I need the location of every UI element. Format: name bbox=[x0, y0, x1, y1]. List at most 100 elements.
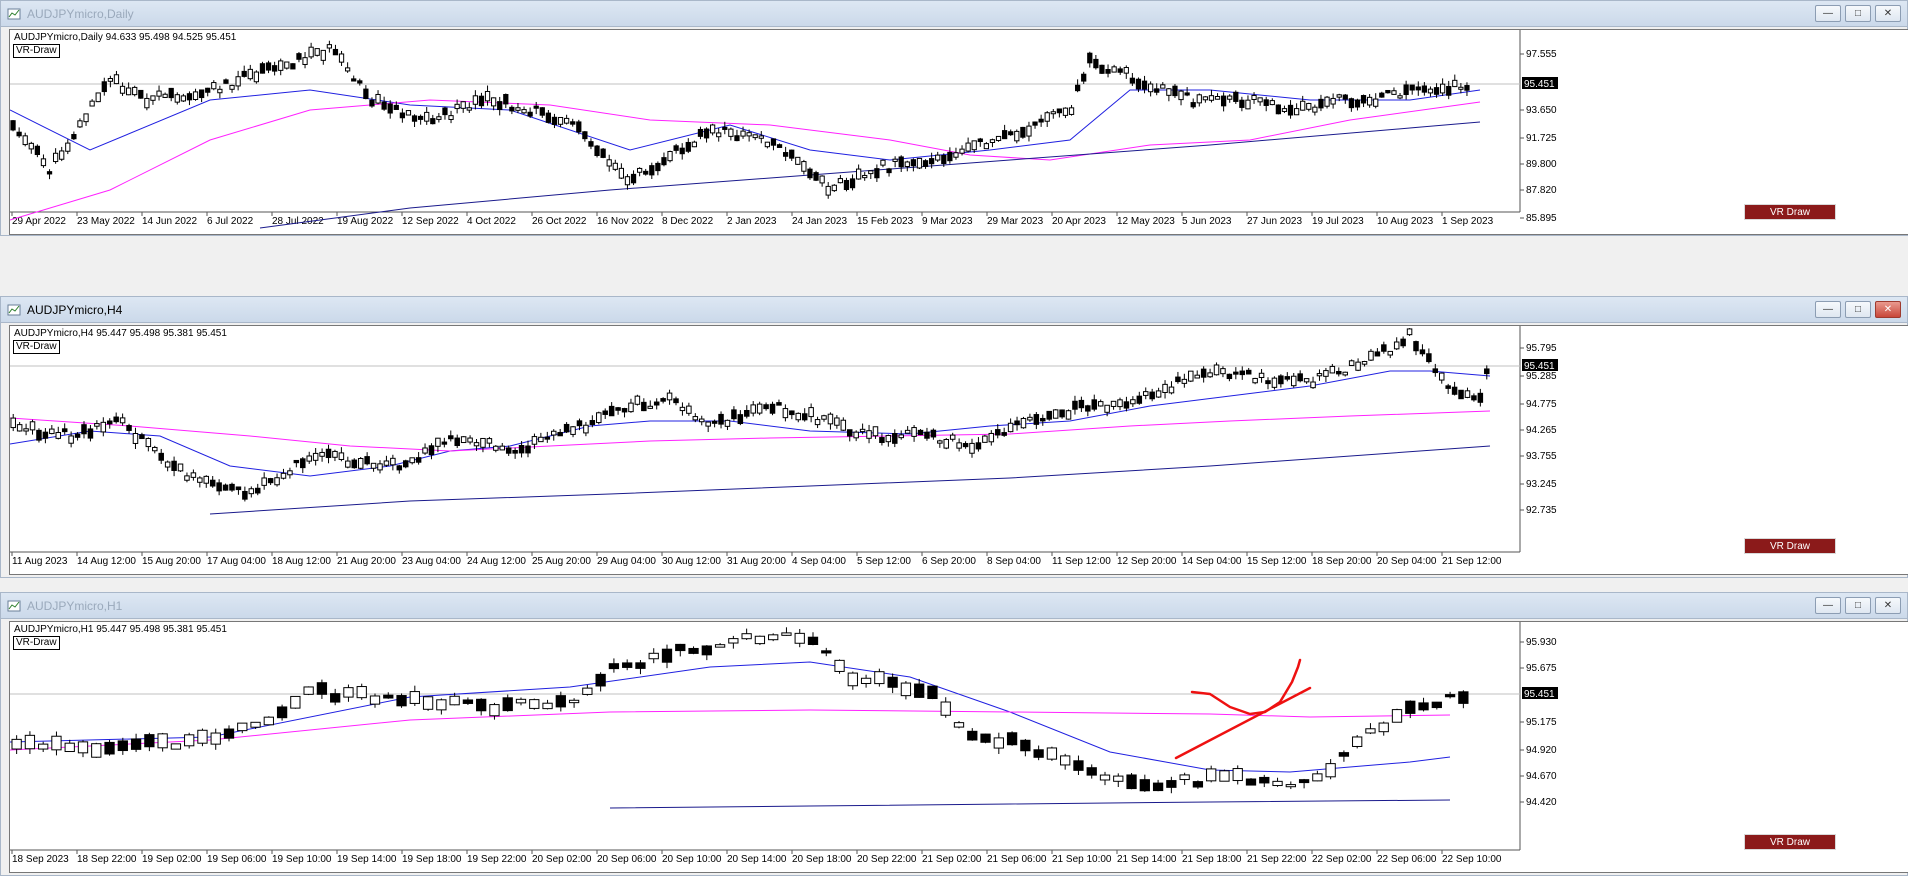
candle-body bbox=[168, 87, 174, 99]
chart-plot-area[interactable]: 97.555 95.451 93.650 91.725 89.800 87.820 85.8… bbox=[9, 29, 1908, 235]
candle-body bbox=[77, 741, 89, 754]
candle-body bbox=[126, 425, 132, 431]
candle-body bbox=[758, 135, 764, 139]
candle-body bbox=[476, 698, 487, 712]
candle-body bbox=[1426, 353, 1432, 363]
chart-window-h4[interactable]: AUDJPYmicro,H4 — □ ✕ 95.795 95.451 95.285 9… bbox=[0, 296, 1908, 578]
current-price-badge bbox=[1522, 77, 1558, 89]
candle-body bbox=[253, 71, 260, 83]
candle-body bbox=[203, 475, 210, 484]
candle-body bbox=[216, 482, 222, 492]
candle-body bbox=[1409, 84, 1415, 91]
price-tick-label: 95.451 bbox=[1524, 79, 1555, 90]
candle-body bbox=[472, 95, 479, 105]
window-titlebar[interactable]: AUDJPYmicro,H4 — □ ✕ bbox=[1, 297, 1907, 323]
candle-body bbox=[357, 80, 363, 84]
candle-body bbox=[94, 423, 100, 427]
candle-body bbox=[1129, 77, 1136, 84]
price-chart[interactable]: 95.930 95.675 95.451 95.175 94.920 94.670 94.4… bbox=[10, 622, 1908, 872]
candle-body bbox=[660, 398, 666, 402]
candle-body bbox=[1220, 95, 1227, 107]
candle-body bbox=[306, 455, 312, 462]
vr-draw-button[interactable]: VR Draw bbox=[1744, 538, 1836, 554]
candle-body bbox=[538, 436, 544, 443]
vr-draw-button[interactable]: VR Draw bbox=[1744, 834, 1836, 850]
time-tick-label: 24 Aug 12:00 bbox=[467, 556, 526, 567]
candle-body bbox=[190, 472, 197, 478]
candle-body bbox=[740, 130, 746, 137]
candle-body bbox=[10, 120, 16, 131]
time-tick-label: 8 Sep 04:00 bbox=[987, 556, 1041, 567]
candle-body bbox=[303, 686, 314, 695]
candle-body bbox=[1200, 368, 1207, 378]
candle-body bbox=[843, 180, 850, 190]
time-tick-label: 18 Sep 2023 bbox=[12, 854, 69, 865]
candle-body bbox=[1123, 67, 1129, 74]
vr-draw-label[interactable]: VR-Draw bbox=[13, 340, 60, 354]
candle-body bbox=[965, 142, 971, 152]
candle-body bbox=[874, 168, 880, 179]
candle-body bbox=[794, 632, 805, 644]
candle-body bbox=[113, 74, 120, 85]
candle-body bbox=[138, 89, 144, 99]
candle-body bbox=[582, 131, 588, 140]
candle-body bbox=[1206, 768, 1217, 782]
candle-body bbox=[345, 460, 351, 468]
price-chart[interactable]: 97.555 95.451 93.650 91.725 89.800 87.820 85.8… bbox=[10, 30, 1908, 234]
moving-average-line bbox=[209, 445, 1491, 515]
candle-body bbox=[1139, 779, 1150, 792]
candle-body bbox=[594, 145, 600, 157]
candle-body bbox=[728, 638, 739, 644]
candle-body bbox=[1207, 372, 1213, 378]
minimize-icon[interactable]: — bbox=[1815, 5, 1841, 22]
time-tick-label: 4 Oct 2022 bbox=[467, 216, 516, 227]
close-icon[interactable]: ✕ bbox=[1875, 5, 1901, 22]
candle-body bbox=[641, 401, 647, 412]
time-tick-label: 19 Sep 18:00 bbox=[402, 854, 462, 865]
candle-body bbox=[38, 743, 49, 750]
maximize-icon[interactable]: □ bbox=[1845, 301, 1871, 318]
price-tick-label: 93.245 bbox=[1526, 479, 1557, 490]
vr-draw-label[interactable]: VR-Draw bbox=[13, 636, 60, 650]
candle-body bbox=[1117, 68, 1123, 73]
candle-body bbox=[229, 84, 235, 90]
minimize-icon[interactable]: — bbox=[1815, 597, 1841, 614]
candle-body bbox=[319, 451, 325, 457]
maximize-icon[interactable]: □ bbox=[1845, 597, 1871, 614]
close-icon[interactable]: ✕ bbox=[1875, 301, 1901, 318]
time-tick-label: 9 Mar 2023 bbox=[922, 216, 973, 227]
candle-body bbox=[1379, 92, 1385, 98]
candle-body bbox=[847, 672, 858, 687]
vr-draw-label[interactable]: VR-Draw bbox=[13, 44, 60, 58]
candle-body bbox=[1278, 375, 1284, 385]
candle-body bbox=[649, 165, 655, 176]
candle-body bbox=[825, 185, 831, 196]
candle-body bbox=[449, 695, 460, 706]
candle-body bbox=[132, 432, 139, 444]
time-tick-label: 11 Aug 2023 bbox=[12, 556, 68, 567]
close-icon[interactable]: ✕ bbox=[1875, 597, 1901, 614]
candle-body bbox=[1374, 351, 1381, 357]
candle-body bbox=[927, 685, 938, 700]
candle-body bbox=[1214, 95, 1221, 100]
chart-window-h1[interactable]: AUDJPYmicro,H1 — □ ✕ 95.930 95.675 95.451 9… bbox=[0, 592, 1908, 876]
candle-body bbox=[589, 420, 596, 425]
candle-body bbox=[1162, 383, 1168, 393]
minimize-icon[interactable]: — bbox=[1815, 301, 1841, 318]
window-titlebar[interactable]: AUDJPYmicro,H1 — □ ✕ bbox=[1, 593, 1907, 619]
candle-body bbox=[634, 395, 641, 405]
candle-body bbox=[602, 410, 608, 415]
candle-body bbox=[1172, 85, 1178, 97]
chart-window-daily[interactable]: AUDJPYmicro,Daily — □ ✕ 97.555 95.451 93.6… bbox=[0, 0, 1908, 236]
window-titlebar[interactable]: AUDJPYmicro,Daily — □ ✕ bbox=[1, 1, 1907, 27]
candle-body bbox=[100, 421, 107, 433]
candle-body bbox=[184, 734, 195, 747]
chart-plot-area[interactable]: 95.930 95.675 95.451 95.175 94.920 94.670 94.4… bbox=[9, 621, 1908, 873]
vr-draw-button[interactable]: VR Draw bbox=[1744, 204, 1836, 220]
maximize-icon[interactable]: □ bbox=[1845, 5, 1871, 22]
candle-body bbox=[1385, 89, 1391, 94]
chart-plot-area[interactable]: 95.795 95.451 95.285 94.775 94.265 93.755 93.2… bbox=[9, 325, 1908, 575]
candle-body bbox=[1044, 112, 1050, 122]
time-tick-label: 14 Sep 04:00 bbox=[1182, 556, 1242, 567]
